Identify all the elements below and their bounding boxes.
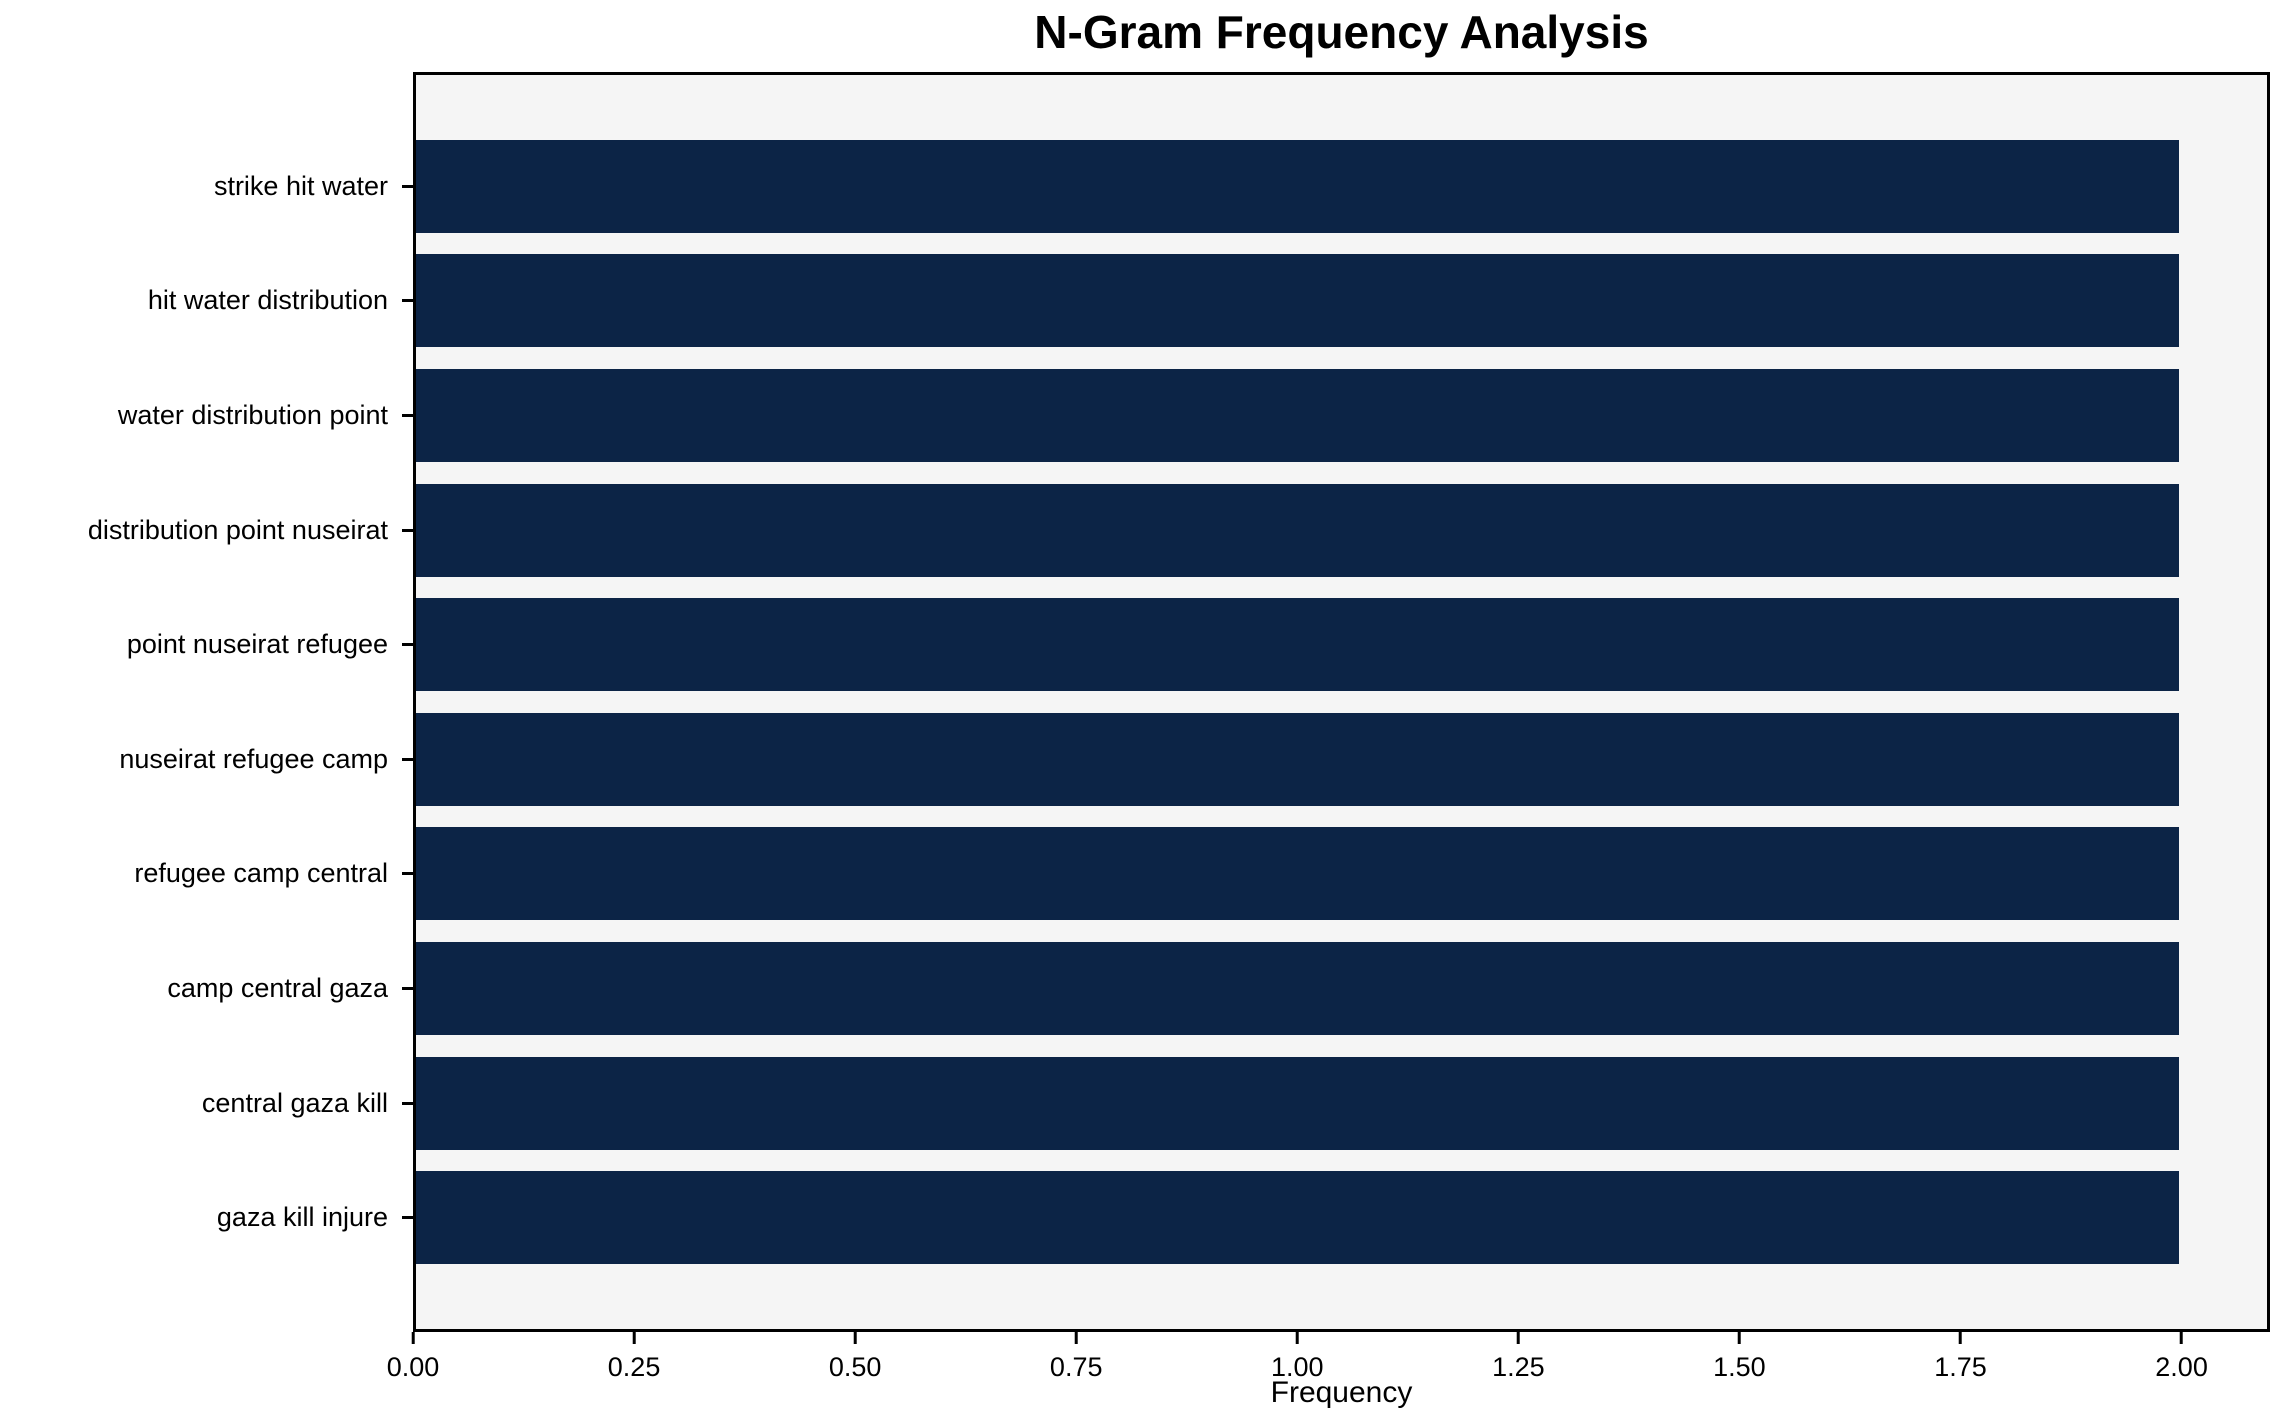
x-tick: 1.50 (1713, 1332, 1766, 1383)
bar (416, 139, 2179, 233)
y-tick-mark (402, 1216, 413, 1220)
bar (416, 712, 2179, 806)
x-tick-mark (411, 1332, 415, 1344)
y-tick-mark (402, 986, 413, 990)
y-axis-label: strike hit water (213, 170, 388, 201)
x-tick: 1.75 (1934, 1332, 1987, 1383)
bar-row (416, 817, 2267, 932)
y-tick-mark (402, 184, 413, 188)
bar (416, 941, 2179, 1035)
x-tick-label: 0.75 (1049, 1352, 1103, 1382)
y-axis-label: nuseirat refugee camp (119, 743, 388, 774)
x-tick-label: 1.50 (1713, 1352, 1766, 1382)
bar-row (416, 473, 2267, 588)
x-tick: 1.00 (1271, 1332, 1324, 1383)
bar-row (416, 244, 2267, 359)
y-axis-label-row: refugee camp central (0, 817, 413, 932)
x-tick: 0.00 (386, 1332, 440, 1383)
bar (416, 483, 2179, 577)
x-tick-mark (1295, 1332, 1299, 1344)
y-tick-mark (402, 299, 413, 303)
plot-area (413, 72, 2270, 1332)
x-tick-label: 0.00 (386, 1352, 440, 1382)
y-tick-mark (402, 643, 413, 647)
x-tick: 2.00 (2155, 1332, 2208, 1383)
bar-row (416, 358, 2267, 473)
y-axis-label: distribution point nuseirat (87, 514, 388, 545)
x-tick-mark (632, 1332, 636, 1344)
y-axis-label: central gaza kill (201, 1087, 388, 1118)
y-axis-labels: strike hit water hit water distribution wa… (0, 72, 413, 1332)
y-axis-label-row: nuseirat refugee camp (0, 702, 413, 817)
y-axis-label-row: water distribution point (0, 358, 413, 473)
x-tick: 0.25 (607, 1332, 661, 1383)
x-axis: 0.00 0.25 0.50 0.75 1.00 1.25 1.50 1.75 2.00 (387, 1332, 2270, 1392)
bar-row (416, 1046, 2267, 1161)
y-tick-mark (402, 757, 413, 761)
y-tick-mark (402, 528, 413, 532)
bar-row (416, 931, 2267, 1046)
bar-row (416, 1160, 2267, 1275)
x-tick-mark (1737, 1332, 1741, 1344)
y-axis-label-row: camp central gaza (0, 931, 413, 1046)
bar (416, 1171, 2179, 1265)
x-tick: 0.50 (828, 1332, 882, 1383)
x-tick: 0.75 (1049, 1332, 1103, 1383)
y-axis-label: water distribution point (117, 399, 388, 430)
bar-row (416, 129, 2267, 244)
x-tick-mark (2180, 1332, 2184, 1344)
bar-row (416, 587, 2267, 702)
x-tick-label: 1.00 (1271, 1352, 1324, 1382)
y-axis-label: point nuseirat refugee (126, 629, 388, 660)
bar (416, 368, 2179, 462)
bar-row (416, 702, 2267, 817)
y-axis-label-row: distribution point nuseirat (0, 473, 413, 588)
x-tick: 1.25 (1492, 1332, 1545, 1383)
x-tick-mark (1959, 1332, 1962, 1344)
x-tick-label: 1.75 (1934, 1352, 1987, 1382)
y-axis-label: hit water distribution (147, 285, 388, 316)
x-tick-label: 0.25 (607, 1352, 661, 1382)
x-axis-title: Frequency (1270, 1376, 1413, 1409)
y-axis-label-row: hit water distribution (0, 244, 413, 359)
y-axis-label: gaza kill injure (216, 1202, 388, 1233)
y-axis-label-row: point nuseirat refugee (0, 587, 413, 702)
x-tick-label: 0.50 (828, 1352, 882, 1382)
chart-title: N-Gram Frequency Analysis (1034, 6, 1649, 58)
y-axis-label-row: central gaza kill (0, 1046, 413, 1161)
y-axis-label: camp central gaza (167, 972, 388, 1003)
y-axis-label-row: strike hit water (0, 129, 413, 244)
bar (416, 827, 2179, 921)
y-tick-mark (402, 872, 413, 876)
x-tick-mark (1074, 1332, 1078, 1344)
y-axis-label: refugee camp central (134, 858, 388, 889)
y-tick-mark (402, 1101, 413, 1105)
x-tick-mark (1516, 1332, 1520, 1344)
bar (416, 254, 2179, 348)
bar (416, 1056, 2179, 1150)
x-tick-label: 2.00 (2155, 1352, 2208, 1382)
y-tick-mark (402, 413, 413, 417)
y-axis-label-row: gaza kill injure (0, 1160, 413, 1275)
x-tick-mark (853, 1332, 857, 1344)
plot-rows (416, 75, 2267, 1329)
x-tick-label: 1.25 (1492, 1352, 1545, 1382)
bar (416, 598, 2179, 692)
